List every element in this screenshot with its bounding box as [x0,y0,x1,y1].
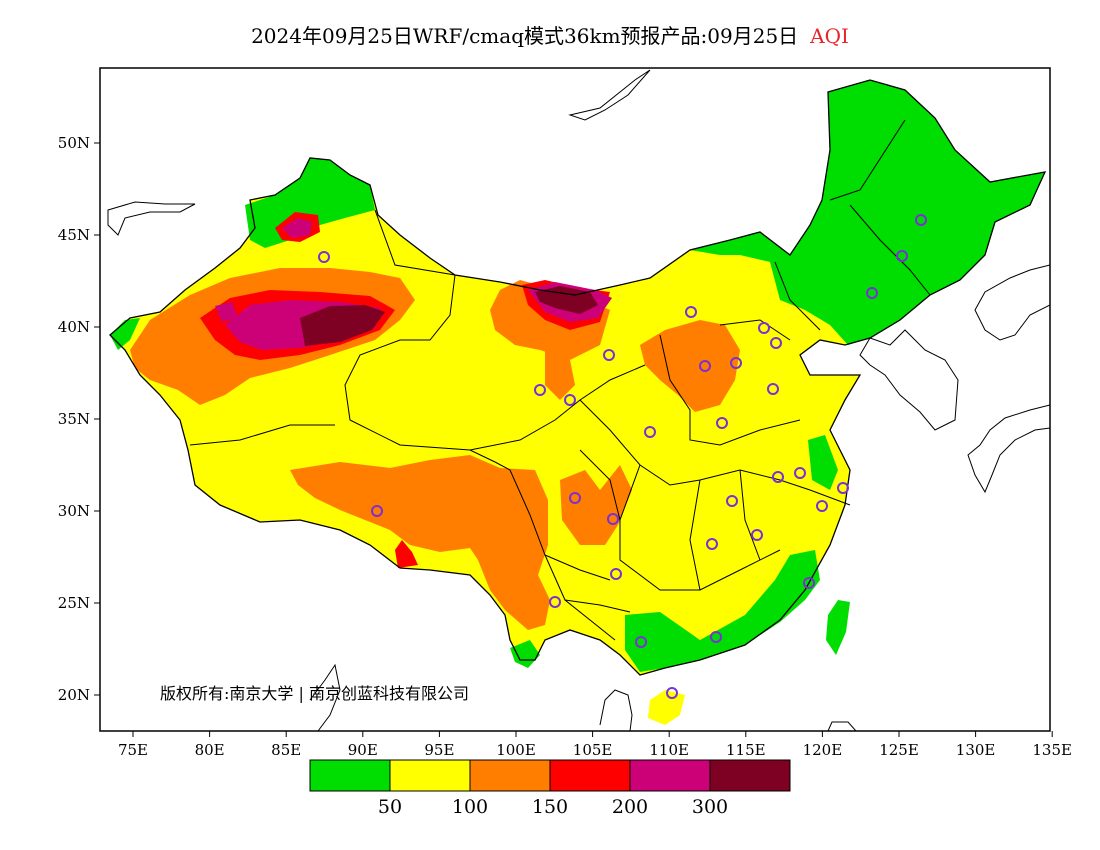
region-good-northeast [690,80,1045,345]
y-tick-label: 50N [58,134,90,152]
legend-swatch [549,759,631,792]
station-marker [603,349,615,361]
legend-swatch [709,759,791,792]
region-taiwan [826,600,850,655]
station-marker [564,394,576,406]
station-marker [896,250,908,262]
y-tick-label: 20N [58,686,90,704]
map-title-variable: AQI [810,24,849,48]
x-tick-label: 90E [348,741,378,759]
region-unhealthy-tibet-south [395,540,418,568]
region-hainan [648,690,685,725]
x-tick-label: 105E [573,741,613,759]
legend-swatch [469,759,551,792]
station-marker [758,322,770,334]
legend-swatch [629,759,711,792]
map-title: 2024年09月25日WRF/cmaq模式36km预报产品:09月25日 AQI [0,20,1100,49]
x-tick-label: 135E [1032,741,1072,759]
region-sensitive-shanxi [640,320,740,412]
station-marker [685,306,697,318]
y-tick-label: 30N [58,502,90,520]
station-marker [730,357,742,369]
station-marker [794,467,806,479]
region-good-south-coast [625,550,820,672]
x-tick-label: 130E [956,741,996,759]
region-hazardous-tarim [300,305,385,346]
station-marker [915,214,927,226]
x-tick-label: 75E [118,741,148,759]
y-tick-label: 35N [58,410,90,428]
x-tick-label: 115E [726,741,766,759]
legend-label: 150 [532,796,568,818]
station-marker [837,482,849,494]
station-marker [371,505,383,517]
map-plot-area [107,69,1050,731]
station-marker [644,426,656,438]
map-frame [99,67,1051,732]
legend-label: 200 [612,796,648,818]
x-axis: 75E 80E 85E 90E 95E 100E 105E 110E 115E 120E 125E 1… [118,731,1072,759]
station-marker [751,529,763,541]
station-marker [803,577,815,589]
x-tick-label: 120E [803,741,843,759]
legend-label: 50 [378,796,402,818]
x-tick-label: 110E [649,741,689,759]
legend-swatch [389,759,471,792]
station-marker [569,492,581,504]
region-sensitive-sichuan [560,465,632,545]
china-outline [109,79,1047,676]
region-very-unhealthy-dzungaria [282,218,312,238]
provincial-borders [189,119,931,641]
x-tick-label: 125E [879,741,919,759]
x-tick-label: 95E [424,741,454,759]
station-marker [610,568,622,580]
region-good-southwest [510,640,540,668]
map-title-main: 2024年09月25日WRF/cmaq模式36km预报产品:09月25日 [251,24,799,48]
station-marker [816,500,828,512]
station-marker [767,383,779,395]
station-marker [635,636,647,648]
station-marker [866,287,878,299]
copyright-text: 版权所有:南京大学 | 南京创蓝科技有限公司 [160,684,469,703]
station-marker [666,687,678,699]
aqi-legend: 50 100 150 200 300 [309,759,791,818]
legend-label: 300 [692,796,728,818]
station-marker [699,360,711,372]
region-good-xinjiang [245,158,375,248]
region-sensitive-ningxia [545,350,575,400]
region-very-unhealthy-tarim-west [215,302,238,322]
legend-label: 100 [452,796,488,818]
y-tick-label: 40N [58,318,90,336]
region-good-yangtze [808,435,838,490]
station-marker [318,251,330,263]
x-tick-label: 85E [271,741,301,759]
station-marker [549,596,561,608]
y-tick-label: 45N [58,226,90,244]
station-marker [534,384,546,396]
y-tick-label: 25N [58,594,90,612]
station-marker [726,495,738,507]
legend-swatch [309,759,391,792]
neighbor-coastlines [107,69,1050,731]
region-sensitive-tibet [290,455,550,630]
y-axis: 50N 45N 40N 35N 30N 25N 20N [58,134,100,704]
station-marker [770,337,782,349]
station-marker [706,538,718,550]
station-marker [710,631,722,643]
x-tick-label: 80E [195,741,225,759]
station-marker [716,417,728,429]
monitoring-stations [318,214,927,699]
station-marker [607,513,619,525]
x-tick-label: 100E [496,741,536,759]
station-marker [772,471,784,483]
